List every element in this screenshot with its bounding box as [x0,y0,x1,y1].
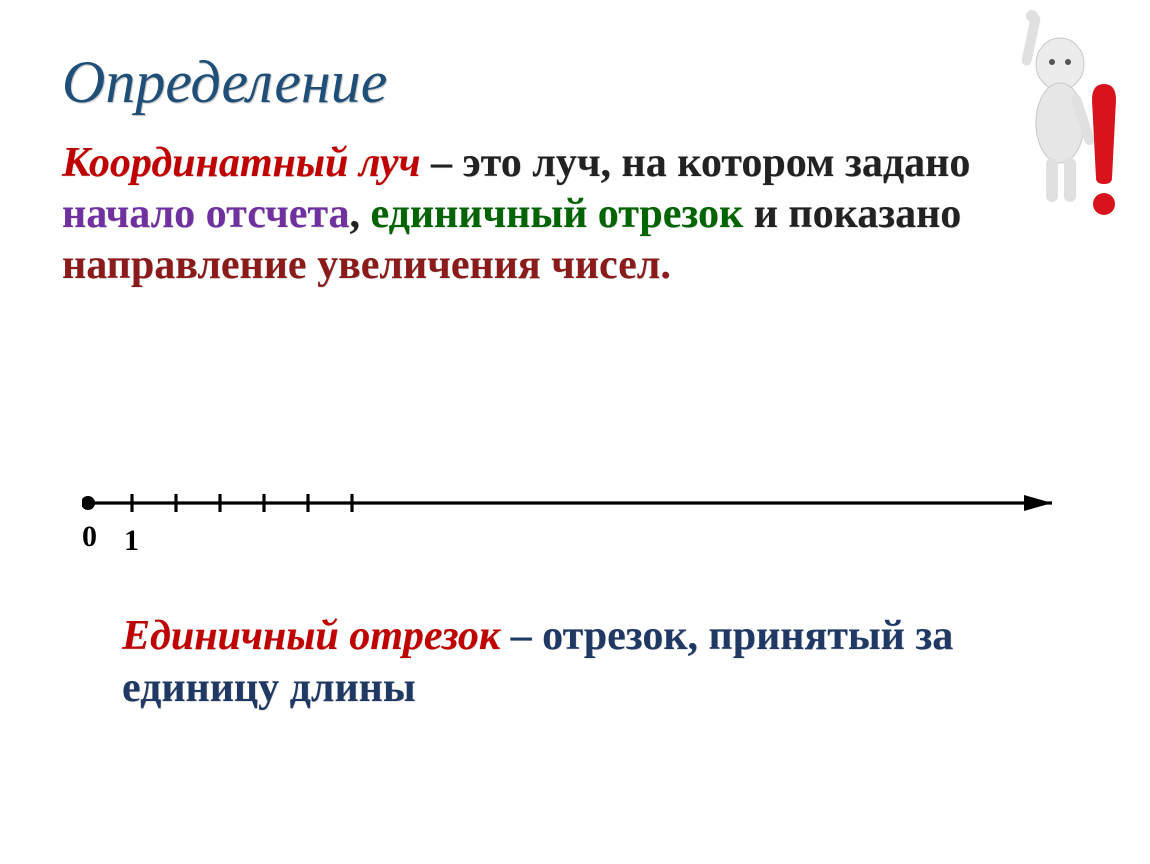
definition-paragraph-2: Единичный отрезок – отрезок, принятый за… [122,610,1022,714]
term-unit-segment: единичный отрезок [371,191,744,237]
term-unit-segment-2: Единичный отрезок [122,613,500,659]
term-direction: направление увеличения чисел [62,242,660,288]
term-origin: начало отсчета [62,191,350,237]
text-segment: . [660,242,671,288]
mascot-figure [1008,8,1138,218]
text-segment: – [500,613,542,659]
mascot-svg [1008,8,1138,218]
text-segment: , [350,191,371,237]
definition-paragraph-1: Координатный луч – это луч, на котором з… [62,138,992,292]
term-coordinate-ray: Координатный луч [62,140,421,186]
number-line-svg: 01 [82,468,1082,568]
svg-text:0: 0 [82,520,97,553]
page-title: Определение [62,48,387,117]
text-segment: – это луч, на котором задано [421,140,971,186]
number-line-diagram: 01 [82,468,1082,568]
text-segment: и показано [743,191,961,237]
svg-text:1: 1 [124,524,139,557]
